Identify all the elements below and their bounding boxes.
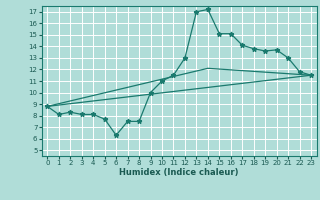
X-axis label: Humidex (Indice chaleur): Humidex (Indice chaleur)	[119, 168, 239, 177]
